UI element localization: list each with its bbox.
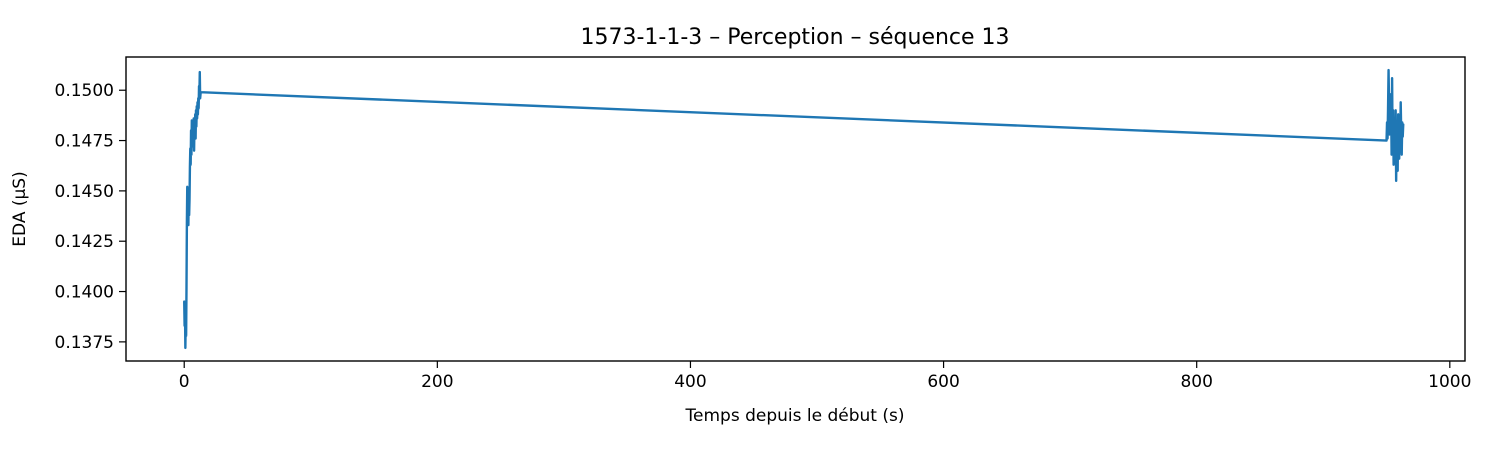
x-tick-label: 400 bbox=[674, 372, 706, 392]
y-tick-label: 0.1450 bbox=[55, 182, 114, 202]
y-tick-label: 0.1400 bbox=[55, 283, 114, 303]
y-axis-label: EDA (µS) bbox=[10, 171, 30, 246]
y-tick-label: 0.1500 bbox=[55, 81, 114, 101]
chart-title: 1573-1-1-3 – Perception – séquence 13 bbox=[580, 25, 1009, 50]
y-axis: 0.1375 0.1400 0.1425 0.1450 0.1475 0.1500 bbox=[55, 81, 126, 353]
plot-area bbox=[183, 68, 1405, 350]
plot-frame bbox=[125, 56, 1466, 362]
series-line-0 bbox=[183, 68, 1405, 350]
x-axis: 0 200 400 600 800 1000 bbox=[179, 361, 1471, 392]
x-tick-label: 800 bbox=[1180, 372, 1212, 392]
y-tick-label: 0.1375 bbox=[55, 333, 114, 353]
y-tick-label: 0.1475 bbox=[55, 132, 114, 152]
x-tick-label: 1000 bbox=[1428, 372, 1471, 392]
x-tick-label: 200 bbox=[421, 372, 453, 392]
y-tick-label: 0.1425 bbox=[55, 232, 114, 252]
x-tick-label: 0 bbox=[179, 372, 190, 392]
x-axis-label: Temps depuis le début (s) bbox=[685, 406, 905, 426]
x-tick-label: 600 bbox=[927, 372, 959, 392]
